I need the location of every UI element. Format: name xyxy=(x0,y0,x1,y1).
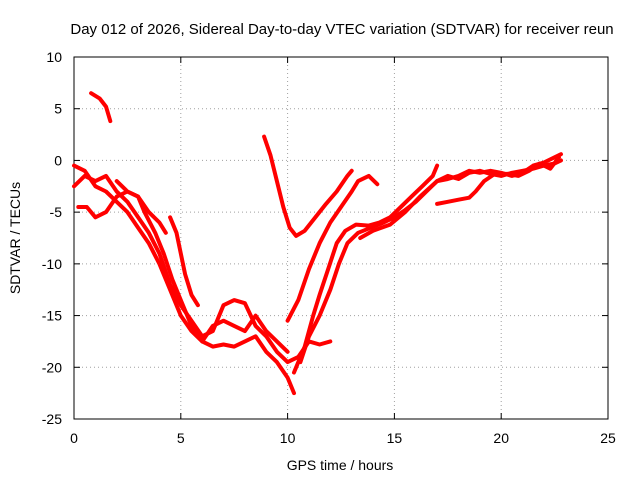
x-tick-label: 25 xyxy=(600,430,616,446)
data-series xyxy=(72,91,563,396)
x-tick-label: 10 xyxy=(280,430,296,446)
series-track-8 xyxy=(285,173,380,323)
y-tick-label: 10 xyxy=(46,49,62,65)
plot-frame xyxy=(73,56,609,420)
x-axis-label: GPS time / hours xyxy=(287,457,394,473)
y-tick-label: -20 xyxy=(42,359,62,375)
x-tick-label: 15 xyxy=(387,430,403,446)
series-track-9 xyxy=(292,163,440,375)
x-tick-label: 0 xyxy=(70,430,78,446)
x-tick-label: 20 xyxy=(493,430,509,446)
y-tick-label: -15 xyxy=(42,308,62,324)
y-tick-label: -25 xyxy=(42,411,62,427)
series-track-6 xyxy=(168,215,200,308)
series-track-5 xyxy=(114,179,290,354)
series-track-1 xyxy=(89,91,113,124)
y-tick-label: -5 xyxy=(50,204,63,220)
y-tick-label: -10 xyxy=(42,256,62,272)
grid xyxy=(74,57,608,419)
series-track-2 xyxy=(72,163,296,396)
series-track-4 xyxy=(76,189,168,235)
series-track-7 xyxy=(262,134,354,238)
series-track-11 xyxy=(358,152,563,240)
chart-title: Day 012 of 2026, Sidereal Day-to-day VTE… xyxy=(70,21,613,38)
y-tick-label: 0 xyxy=(54,152,62,168)
x-tick-label: 5 xyxy=(177,430,185,446)
series-track-12 xyxy=(435,155,561,206)
series-track-3 xyxy=(72,173,333,365)
y-axis-label: SDTVAR / TECUs xyxy=(7,182,23,294)
axis-ticks: 0 5 10 15 20 25 10 5 0 -5 -10 -15 -20 -25 xyxy=(42,49,616,446)
y-tick-label: 5 xyxy=(54,101,62,117)
